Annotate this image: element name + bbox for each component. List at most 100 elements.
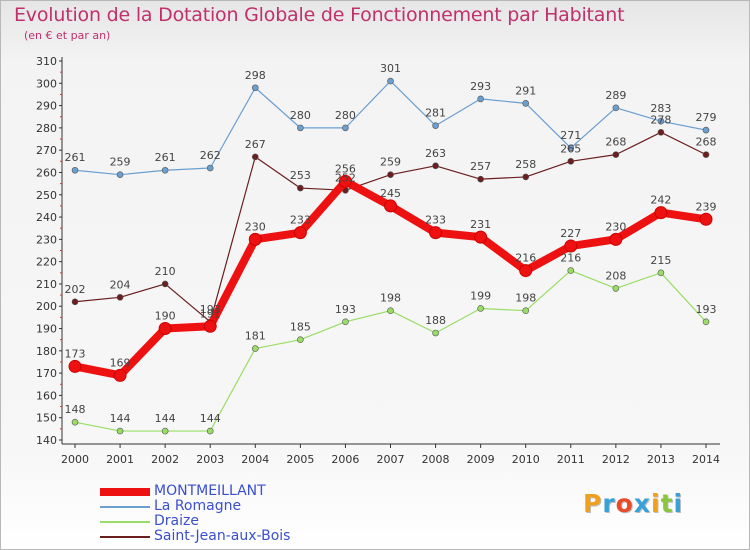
x-tick-label: 2001 [106, 453, 134, 466]
x-tick-label: 2008 [422, 453, 450, 466]
data-label: 289 [605, 89, 626, 102]
data-point [387, 171, 394, 178]
data-point [567, 267, 575, 274]
data-label: 198 [515, 292, 536, 305]
y-tick-label: 150 [36, 412, 57, 425]
data-point [702, 151, 710, 158]
data-point [612, 285, 620, 292]
logo-letter: o [615, 489, 634, 518]
y-tick-label: 160 [36, 389, 57, 402]
x-tick-label: 2000 [61, 453, 89, 466]
data-point [116, 294, 124, 301]
logo-letter: P [583, 489, 603, 518]
data-point [612, 151, 620, 158]
x-tick-label: 2012 [602, 453, 630, 466]
data-label: 267 [245, 138, 266, 151]
data-point [251, 345, 259, 352]
data-label: 261 [155, 151, 176, 164]
data-point [477, 305, 484, 312]
data-point [297, 336, 304, 343]
data-label: 268 [605, 136, 626, 149]
y-tick-label: 200 [36, 300, 57, 313]
data-point [519, 264, 533, 278]
data-point [522, 173, 530, 181]
data-point [432, 329, 439, 337]
x-tick-label: 2013 [647, 453, 675, 466]
data-point [567, 158, 575, 165]
data-point [432, 162, 439, 170]
data-point [206, 427, 214, 435]
data-label: 198 [380, 292, 401, 305]
data-point [474, 230, 488, 244]
x-tick-label: 2014 [692, 453, 720, 466]
data-label: 215 [650, 254, 671, 267]
data-label: 210 [155, 265, 176, 278]
data-label: 281 [425, 107, 446, 120]
data-label: 257 [470, 160, 491, 173]
series-lines [68, 77, 713, 435]
data-point [338, 174, 352, 188]
data-point [429, 226, 443, 240]
data-label: 283 [650, 102, 671, 115]
data-point [251, 153, 259, 161]
x-tick-label: 2005 [286, 453, 314, 466]
data-point [161, 166, 169, 174]
data-label: 185 [290, 321, 311, 334]
data-label: 144 [110, 412, 131, 425]
data-label: 181 [245, 330, 266, 343]
data-label: 265 [560, 142, 581, 155]
data-label: 293 [470, 80, 491, 93]
data-point [477, 95, 484, 103]
data-label: 216 [560, 252, 581, 265]
y-tick-label: 300 [36, 77, 57, 90]
x-tick-label: 2003 [196, 453, 224, 466]
data-point [702, 126, 710, 134]
data-label: 252 [335, 171, 356, 184]
data-label: 233 [425, 214, 446, 227]
legend-swatch [100, 488, 150, 496]
data-label: 298 [245, 69, 266, 82]
data-label: 259 [110, 156, 131, 169]
legend-swatch [100, 536, 150, 538]
y-tick-label: 290 [36, 100, 57, 113]
data-label: 280 [335, 109, 356, 122]
y-tick-label: 240 [36, 211, 57, 224]
y-tick-label: 230 [36, 233, 57, 246]
data-label: 190 [155, 310, 176, 323]
data-point [612, 104, 620, 112]
y-tick-label: 220 [36, 256, 57, 269]
data-label: 278 [650, 113, 671, 126]
data-label: 227 [560, 227, 581, 240]
data-labels: 173 169 190 191 230 233 256 245 233 231 216 227 230 2… [65, 62, 717, 425]
data-label: 271 [560, 129, 581, 142]
legend-label: MONTMEILLANT [154, 483, 266, 499]
data-label: 258 [515, 158, 536, 171]
data-point [567, 144, 575, 152]
data-point [432, 122, 439, 129]
data-label: 245 [380, 187, 401, 200]
data-point [297, 184, 304, 192]
x-tick-label: 2010 [512, 453, 540, 466]
data-label: 280 [290, 109, 311, 122]
data-point [71, 298, 79, 306]
proxiti-logo: Proxiti [583, 489, 683, 518]
data-point [342, 318, 349, 326]
data-point [161, 427, 169, 435]
data-label: 191 [200, 307, 221, 320]
x-tick-label: 2009 [467, 453, 495, 466]
y-tick-label: 140 [36, 434, 57, 447]
logo-letter: x [633, 489, 651, 518]
data-label: 262 [200, 149, 221, 162]
y-tick-label: 250 [36, 189, 57, 202]
chart-subtitle: (en € et par an) [24, 29, 111, 42]
x-tick-label: 2006 [331, 453, 359, 466]
y-tick-label: 310 [36, 55, 57, 68]
data-label: 279 [696, 111, 717, 124]
data-label: 233 [290, 214, 311, 227]
data-point [68, 359, 82, 373]
legend-swatch [100, 521, 150, 523]
data-label: 193 [335, 303, 356, 316]
data-label: 144 [200, 412, 221, 425]
x-tick-label: 2004 [241, 453, 269, 466]
